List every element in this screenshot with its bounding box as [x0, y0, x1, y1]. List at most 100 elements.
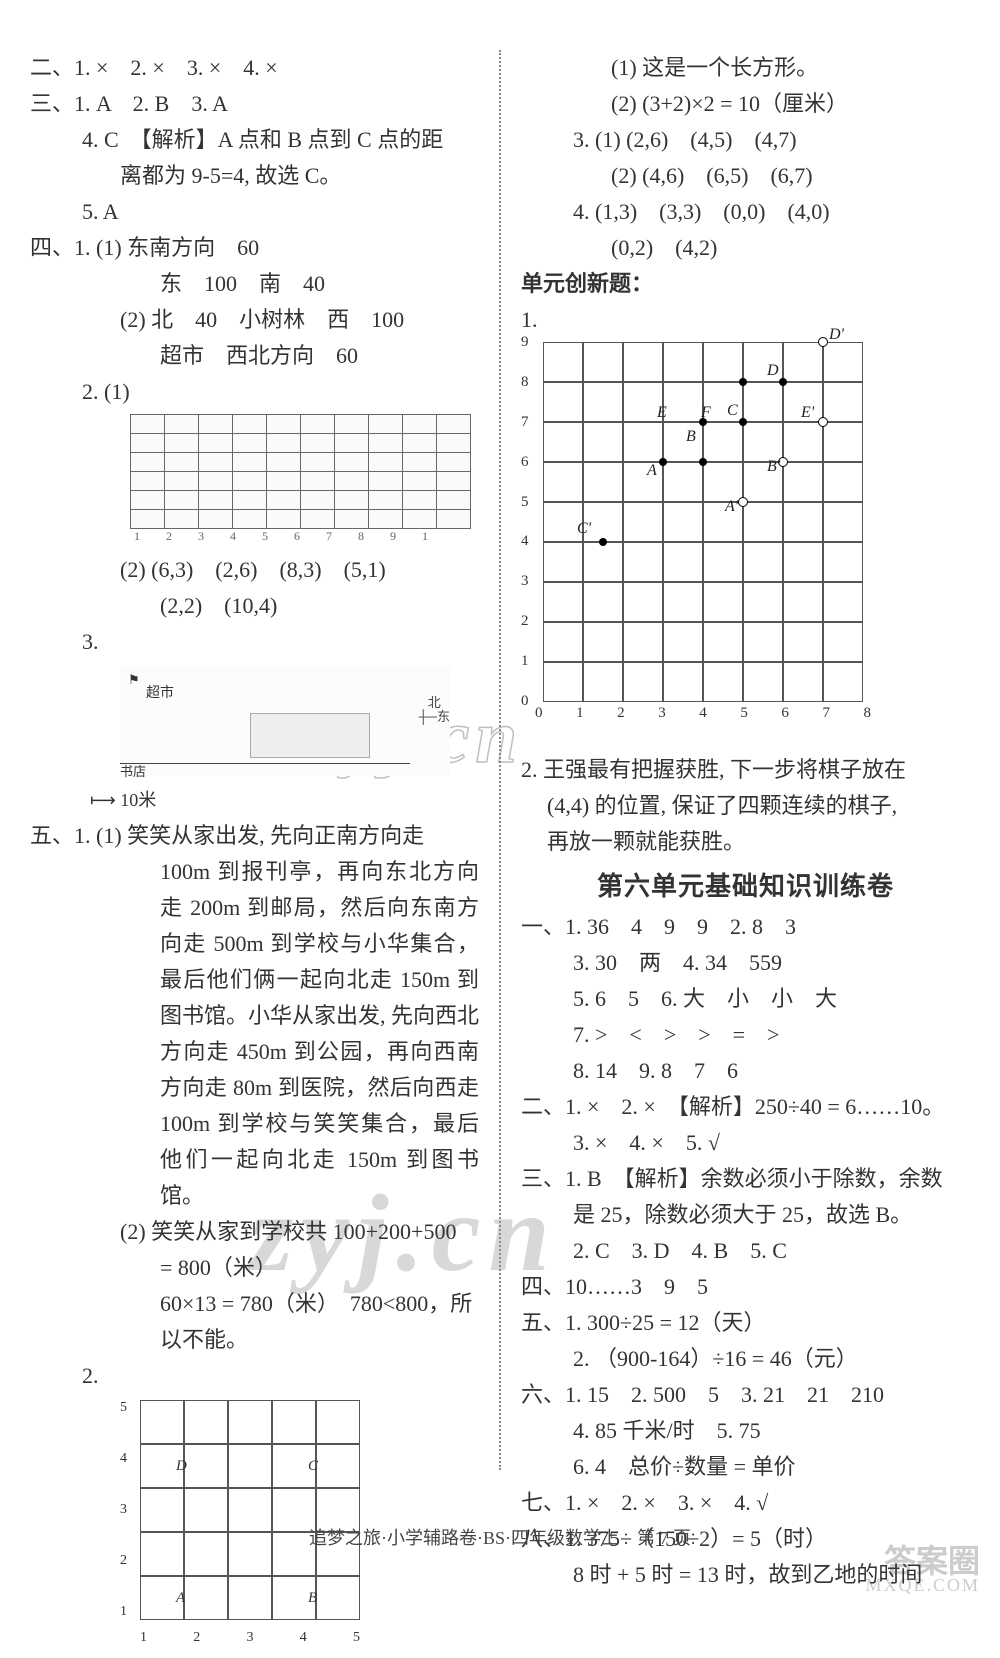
text-line: 五、1. 300÷25 = 12（天） — [521, 1305, 970, 1341]
right-column: (1) 这是一个长方形。 (2) (3+2)×2 = 10（厘米） 3. (1)… — [521, 50, 970, 1658]
text-line: 再放一颗就能获胜。 — [521, 824, 970, 860]
chart-point — [779, 378, 787, 386]
chart-point — [659, 458, 667, 466]
axis-tick: 3 — [658, 705, 666, 722]
axis-tick: 2 — [193, 1630, 200, 1646]
axis-tick: 5 — [353, 1630, 360, 1646]
column-divider — [499, 50, 501, 1470]
text-line: (2) (4,6) (6,5) (6,7) — [521, 158, 970, 194]
compass-icon: 北 ┼─东 — [419, 696, 450, 724]
axis-tick: 3 — [247, 1630, 254, 1646]
text-line: 三、1. A 2. B 3. A — [30, 86, 479, 122]
map-placeholder: ⚑ 超市 北 ┼─东 书店 — [120, 666, 450, 776]
text-line: 以不能。 — [30, 1322, 479, 1358]
text-line: (4,4) 的位置, 保证了四颗连续的棋子, — [521, 788, 970, 824]
text-line: 3. 30 两 4. 34 559 — [521, 945, 970, 981]
axis-tick: 5 — [521, 494, 529, 511]
text-line: 5. A — [30, 194, 479, 230]
text-line: (2,2) (10,4) — [30, 588, 479, 624]
axis-tick: 0 — [521, 693, 529, 710]
text-line: 6. 4 总价÷数量 = 单价 — [521, 1449, 970, 1485]
point-label: C — [308, 1458, 318, 1475]
text-line: 4. 85 千米/时 5. 75 — [521, 1413, 970, 1449]
text-line: 超市 西北方向 60 — [30, 338, 479, 374]
text-line: 一、1. 36 4 9 9 2. 8 3 — [521, 909, 970, 945]
text-line: (0,2) (4,2) — [521, 230, 970, 266]
axis-tick: 5 — [120, 1400, 127, 1416]
axis-tick: 4 — [300, 1630, 307, 1646]
text-line: 五、1. (1) 笑笑从家出发, 先向正南方向走 — [30, 818, 479, 854]
chart-point — [599, 538, 607, 546]
axis-tick: 6 — [781, 705, 789, 722]
point-label: D — [176, 1458, 187, 1475]
text-line: (2) (6,3) (2,6) (8,3) (5,1) — [30, 552, 479, 588]
point-label: D' — [829, 326, 844, 344]
axis-tick: 7 — [822, 705, 830, 722]
axis-tick: 8 — [521, 374, 529, 391]
text-line: 3. × 4. × 5. √ — [521, 1125, 970, 1161]
text-line: 1. — [521, 302, 970, 338]
text-line: 四、1. (1) 东南方向 60 — [30, 230, 479, 266]
point-label: C' — [577, 520, 591, 538]
text-line: (2) 笑笑从家到学校共 100+200+500 — [30, 1214, 479, 1250]
text-line: 7. > < > > = > — [521, 1017, 970, 1053]
text-line: 2. 王强最有把握获胜, 下一步将棋子放在 — [521, 752, 970, 788]
point-label: B' — [767, 458, 780, 476]
text-line: 东 100 南 40 — [30, 266, 479, 302]
text-line: 三、1. B 【解析】余数必须小于除数，余数 — [521, 1161, 970, 1197]
text-line: (2) 北 40 小树林 西 100 — [30, 302, 479, 338]
compass-north: 北 — [419, 696, 450, 710]
axis-tick: 2 — [617, 705, 625, 722]
text-line: (1) 这是一个长方形。 — [521, 50, 970, 86]
axis-tick: 3 — [120, 1502, 127, 1518]
axis-tick: 4 — [699, 705, 707, 722]
chart-point — [699, 458, 707, 466]
text-line: 离都为 9-5=4, 故选 C。 — [30, 158, 479, 194]
map-origin-label: 书店 — [120, 761, 146, 780]
page-footer: 追梦之旅·小学辅路卷·BS·四年级数学上 第 7 页 — [0, 1524, 1000, 1550]
axis-tick: 1 — [140, 1630, 147, 1646]
text-line: 4. C 【解析】A 点和 B 点到 C 点的距 — [30, 122, 479, 158]
axis-tick: 5 — [740, 705, 748, 722]
axis-tick: 9 — [521, 334, 529, 351]
axis-tick: 4 — [521, 533, 529, 550]
text-line: 2. — [30, 1358, 479, 1394]
two-column-layout: 二、1. × 2. × 3. × 4. × 三、1. A 2. B 3. A 4… — [30, 50, 970, 1658]
text-line: 2. C 3. D 4. B 5. C — [521, 1233, 970, 1269]
axis-tick: 0 — [535, 705, 543, 722]
axis-tick: 6 — [521, 454, 529, 471]
text-line: (2) (3+2)×2 = 10（厘米） — [521, 86, 970, 122]
text-line: 六、1. 15 2. 500 5 3. 21 21 210 — [521, 1377, 970, 1413]
section-heading: 第六单元基础知识训练卷 — [521, 866, 970, 903]
text-line: 3. — [30, 624, 479, 660]
text-line: 8 时 + 5 时 = 13 时，故到乙地的时间 — [521, 1557, 970, 1593]
chart-point — [739, 378, 747, 386]
text-line: 4. (1,3) (3,3) (0,0) (4,0) — [521, 194, 970, 230]
text-line: 七、1. × 2. × 3. × 4. √ — [521, 1485, 970, 1521]
chart-point — [818, 337, 828, 347]
map-label: 超市 — [146, 682, 174, 702]
left-column: 二、1. × 2. × 3. × 4. × 三、1. A 2. B 3. A 4… — [30, 50, 479, 1658]
text-line: 2. （900-164）÷16 = 46（元） — [521, 1341, 970, 1377]
point-label: B — [686, 428, 696, 446]
grid-chart-large: 9 8 7 6 5 4 3 2 1 0 — [521, 342, 951, 742]
point-label: A — [176, 1590, 185, 1607]
axis-tick: 2 — [521, 613, 529, 630]
axis-tick: 2 — [120, 1553, 127, 1569]
chart-point — [739, 418, 747, 426]
axis-tick: 1 — [521, 653, 529, 670]
point-label: A — [647, 462, 657, 480]
subheading: 单元创新题： — [521, 266, 970, 302]
text-line: 二、1. × 2. × 3. × 4. × — [30, 50, 479, 86]
table-placeholder: 1234567891 — [130, 414, 479, 544]
axis-tick: 7 — [521, 414, 529, 431]
axis-tick: 3 — [521, 573, 529, 590]
paragraph: 100m 到报刊亭，再向东北方向走 200m 到邮局，然后向东南方向走 500m… — [30, 854, 479, 1214]
point-label: A' — [725, 498, 738, 516]
text-line: 5. 6 5 6. 大 小 小 大 — [521, 981, 970, 1017]
text-line: 是 25，除数必须大于 25，故选 B。 — [521, 1197, 970, 1233]
map-scale: ⟼ 10米 — [30, 782, 479, 818]
compass-east: 东 — [437, 709, 450, 724]
text-line: 8. 14 9. 8 7 6 — [521, 1053, 970, 1089]
text-line: 3. (1) (2,6) (4,5) (4,7) — [521, 122, 970, 158]
